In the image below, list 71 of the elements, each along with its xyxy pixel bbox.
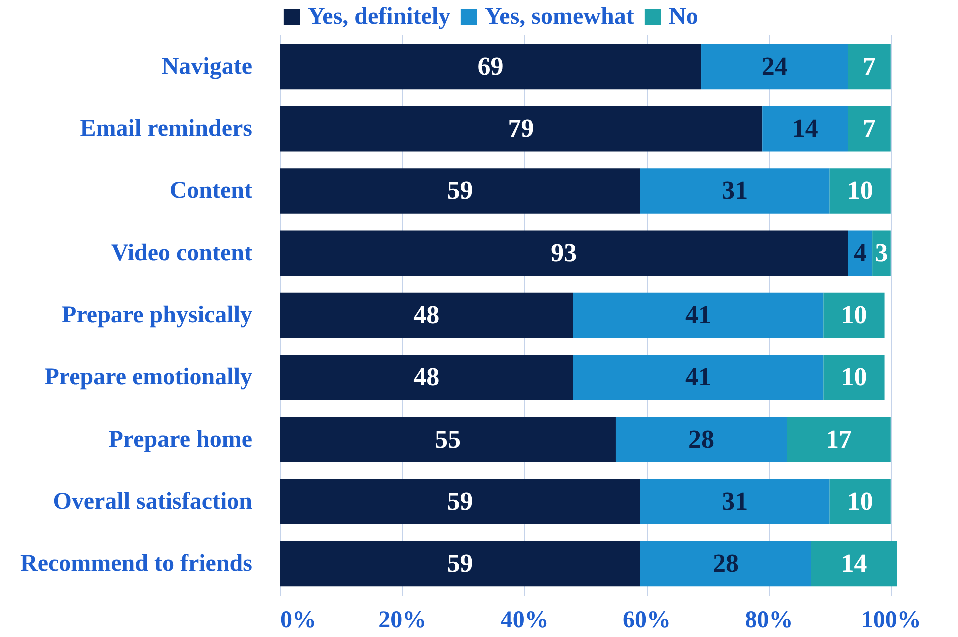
data-label: 10 xyxy=(847,486,874,516)
bar xyxy=(640,168,830,214)
data-label: 31 xyxy=(722,176,748,206)
bar xyxy=(824,292,885,338)
bar xyxy=(640,479,830,525)
bar xyxy=(280,44,702,90)
bar xyxy=(824,354,885,400)
data-label: 7 xyxy=(863,52,876,81)
bar xyxy=(573,292,824,338)
bar xyxy=(762,106,848,152)
data-label: 4 xyxy=(854,238,867,268)
data-label: 48 xyxy=(414,362,440,392)
y-tick-label: Navigate xyxy=(162,54,253,80)
legend-label: Yes, somewhat xyxy=(485,4,634,30)
bar xyxy=(830,168,891,214)
bar xyxy=(848,230,873,276)
y-tick-label: Prepare physically xyxy=(62,302,252,328)
bar xyxy=(640,541,812,587)
bar xyxy=(280,230,848,276)
data-label: 59 xyxy=(447,549,474,578)
data-label: 41 xyxy=(685,300,712,330)
data-label: 55 xyxy=(434,424,461,454)
x-tick-label: 0% xyxy=(280,608,316,634)
data-label: 10 xyxy=(847,176,874,206)
data-label: 69 xyxy=(478,52,504,81)
bar xyxy=(702,44,848,90)
data-label: 41 xyxy=(685,362,712,392)
data-label: 59 xyxy=(447,486,474,516)
data-label: 24 xyxy=(762,52,788,81)
bar xyxy=(280,292,574,338)
data-label: 14 xyxy=(792,114,818,144)
y-tick-label: Video content xyxy=(111,240,253,266)
bar xyxy=(280,479,640,525)
data-label: 3 xyxy=(875,238,888,268)
bar xyxy=(616,417,788,462)
data-label: 28 xyxy=(712,549,739,578)
x-tick-label: 20% xyxy=(378,608,427,634)
bar xyxy=(280,541,640,587)
bar xyxy=(830,479,891,525)
bar xyxy=(848,106,891,152)
data-label: 79 xyxy=(508,114,534,144)
bar xyxy=(280,354,574,400)
data-label: 14 xyxy=(841,549,868,578)
bar xyxy=(848,44,891,90)
bar xyxy=(280,106,763,152)
x-tick-label: 80% xyxy=(745,608,794,634)
data-label: 48 xyxy=(414,300,440,330)
data-label: 7 xyxy=(863,114,876,144)
x-tick-label: 40% xyxy=(500,608,549,634)
y-tick-label: Overall satisfaction xyxy=(53,488,252,515)
legend-label: Yes, definitely xyxy=(308,4,451,30)
legend-label: No xyxy=(669,4,698,30)
y-tick-label: Recommend to friends xyxy=(20,551,252,578)
y-tick-label: Email reminders xyxy=(80,116,252,142)
x-tick-label: 60% xyxy=(623,608,672,634)
bar xyxy=(573,354,824,400)
data-label: 10 xyxy=(841,362,868,392)
data-label: 17 xyxy=(826,424,852,454)
y-tick-label: Prepare home xyxy=(108,426,253,453)
x-tick-label: 100% xyxy=(861,608,922,634)
bar xyxy=(811,541,897,587)
bar xyxy=(280,417,616,462)
data-label: 31 xyxy=(722,486,748,516)
bar xyxy=(280,168,640,214)
y-tick-label: Content xyxy=(170,178,252,204)
data-label: 59 xyxy=(447,176,474,206)
bar xyxy=(787,417,891,462)
data-label: 10 xyxy=(841,300,868,330)
y-tick-label: Prepare emotionally xyxy=(44,364,252,391)
data-label: 28 xyxy=(688,424,715,454)
data-label: 93 xyxy=(551,238,578,268)
